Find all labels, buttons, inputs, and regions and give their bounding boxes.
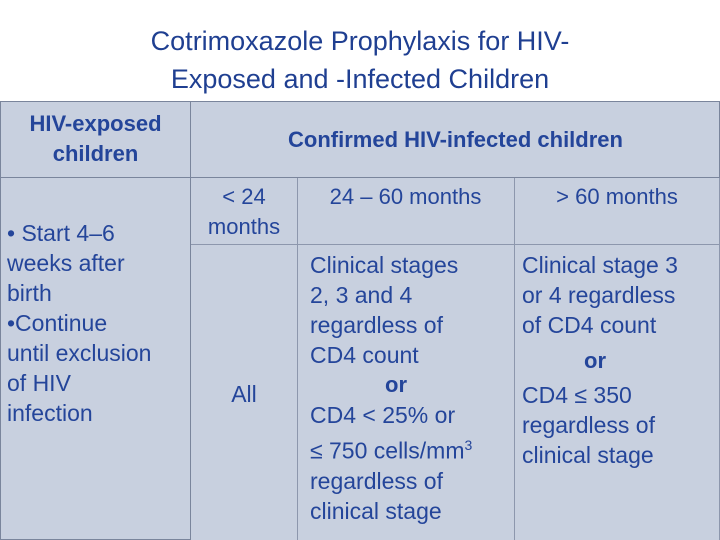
subheader-24-60-months: 24 – 60 months (329, 184, 482, 209)
under-24-months-cell (191, 178, 297, 540)
subheader-under-24-months: < 24 months (191, 182, 297, 242)
over-60-months-cell (514, 178, 720, 540)
or-connector: or (584, 348, 606, 373)
or-connector: or (385, 372, 407, 397)
column-divider (514, 178, 515, 540)
exposed-line: •Continue (7, 310, 108, 336)
column-divider (297, 178, 298, 540)
header-infected-label: Confirmed HIV-infected children (288, 127, 623, 152)
under-24-months-value: All (231, 381, 257, 407)
criteria-line: Clinical stage 3 (522, 252, 678, 278)
subheader-under-24-line-2: months (207, 214, 281, 239)
subheader-under-24-line-1: < 24 (222, 184, 266, 209)
exposed-line: • Start 4–6 (7, 220, 115, 246)
cubic-superscript: 3 (464, 437, 473, 453)
header-exposed-line-2: children (52, 141, 139, 166)
exposed-line: of HIV (7, 370, 71, 396)
criteria-line: regardless of (522, 412, 655, 438)
24-60-months-criteria: Clinical stages 2, 3 and 4 regardless of… (310, 250, 514, 526)
criteria-line: clinical stage (522, 442, 654, 468)
exposed-line: birth (7, 280, 52, 306)
exposed-guidance-text: • Start 4–6 weeks after birth •Continue … (7, 218, 191, 428)
criteria-line: CD4 ≤ 350 (522, 382, 632, 408)
criteria-line: ≤ 750 cells/mm3 (310, 430, 514, 466)
header-exposed-line-1: HIV-exposed (29, 111, 162, 136)
criteria-line: CD4 < 25% or (310, 402, 456, 428)
criteria-line: or 4 regardless (522, 282, 676, 308)
page-title: Cotrimoxazole Prophylaxis for HIV- Expos… (0, 22, 720, 98)
exposed-line: weeks after (7, 250, 125, 276)
header-infected-cell (191, 101, 720, 178)
title-line-1: Cotrimoxazole Prophylaxis for HIV- (150, 26, 570, 56)
criteria-line: 2, 3 and 4 (310, 282, 413, 308)
header-exposed-label: HIV-exposed children (0, 109, 191, 169)
title-line-2: Exposed and -Infected Children (170, 64, 550, 94)
cells-threshold: ≤ 750 cells/mm (310, 437, 465, 464)
criteria-line: regardless of (310, 467, 443, 494)
exposed-body-cell (0, 178, 191, 540)
subheader-over-60-months: > 60 months (556, 184, 678, 209)
criteria-line: of CD4 count (522, 312, 657, 338)
criteria-line: regardless of (310, 312, 443, 338)
criteria-line: clinical stage (310, 497, 442, 524)
subheader-divider (191, 244, 720, 245)
criteria-line: CD4 count (310, 342, 419, 368)
24-60-months-cell (297, 178, 514, 540)
exposed-line: until exclusion (7, 340, 152, 366)
over-60-months-criteria: Clinical stage 3 or 4 regardless of CD4 … (522, 250, 720, 470)
header-exposed-cell (0, 101, 191, 178)
criteria-line: Clinical stages (310, 252, 459, 278)
exposed-line: infection (7, 400, 93, 426)
